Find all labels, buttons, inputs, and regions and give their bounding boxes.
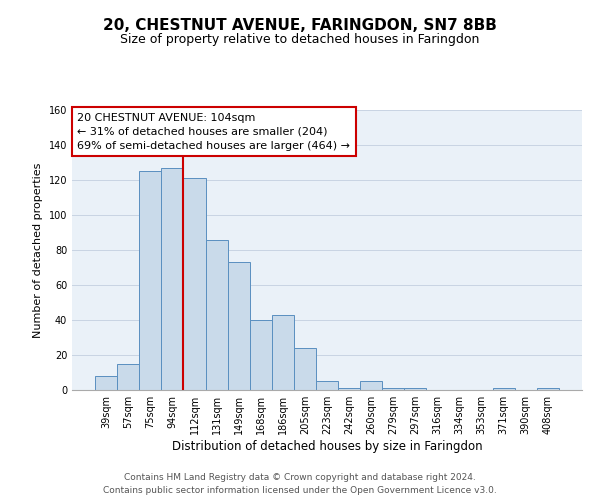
Bar — [161, 168, 184, 390]
Bar — [493, 388, 515, 390]
Bar — [227, 262, 250, 390]
Bar — [382, 388, 404, 390]
Bar — [206, 240, 227, 390]
Y-axis label: Number of detached properties: Number of detached properties — [33, 162, 43, 338]
Text: 20 CHESTNUT AVENUE: 104sqm
← 31% of detached houses are smaller (204)
69% of sem: 20 CHESTNUT AVENUE: 104sqm ← 31% of deta… — [77, 113, 350, 151]
Bar — [95, 376, 117, 390]
Bar — [184, 178, 206, 390]
Bar — [360, 381, 382, 390]
Text: Size of property relative to detached houses in Faringdon: Size of property relative to detached ho… — [121, 32, 479, 46]
X-axis label: Distribution of detached houses by size in Faringdon: Distribution of detached houses by size … — [172, 440, 482, 453]
Bar — [316, 381, 338, 390]
Bar — [139, 171, 161, 390]
Text: 20, CHESTNUT AVENUE, FARINGDON, SN7 8BB: 20, CHESTNUT AVENUE, FARINGDON, SN7 8BB — [103, 18, 497, 32]
Bar — [117, 364, 139, 390]
Bar — [272, 315, 294, 390]
Bar — [250, 320, 272, 390]
Text: Contains HM Land Registry data © Crown copyright and database right 2024.
Contai: Contains HM Land Registry data © Crown c… — [103, 474, 497, 495]
Bar — [294, 348, 316, 390]
Bar — [404, 388, 427, 390]
Bar — [338, 388, 360, 390]
Bar — [537, 388, 559, 390]
